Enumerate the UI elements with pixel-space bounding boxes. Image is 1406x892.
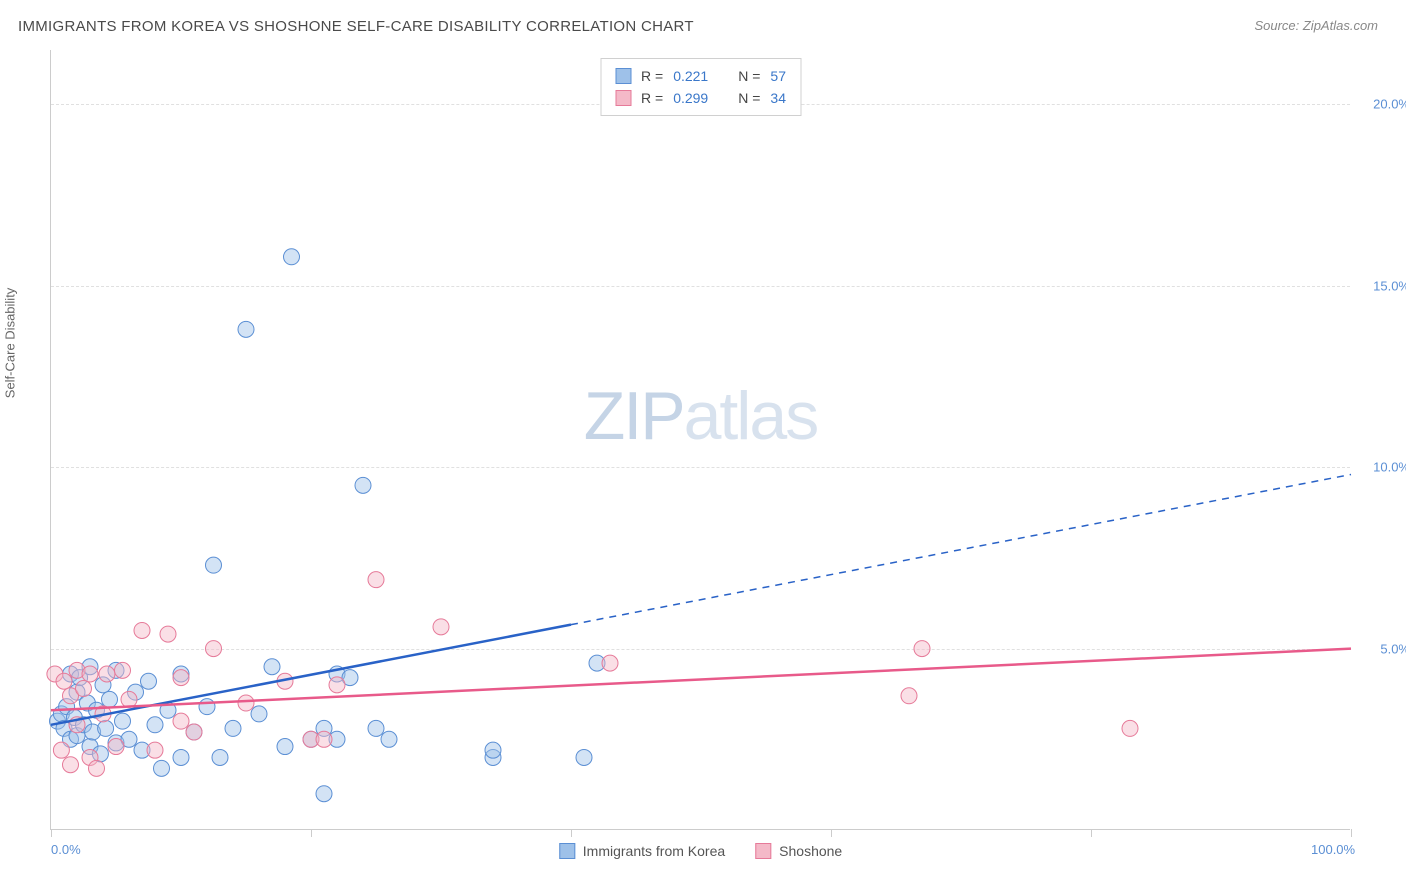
data-point bbox=[914, 641, 930, 657]
r-label: R = bbox=[641, 87, 663, 109]
x-tick bbox=[1091, 829, 1092, 837]
data-point bbox=[154, 760, 170, 776]
data-point bbox=[102, 691, 118, 707]
data-point bbox=[115, 713, 131, 729]
n-value: 57 bbox=[770, 65, 786, 87]
legend-label: Immigrants from Korea bbox=[583, 843, 725, 859]
r-value: 0.299 bbox=[673, 87, 708, 109]
n-label: N = bbox=[738, 65, 760, 87]
trend-line-dashed bbox=[571, 474, 1351, 624]
legend-swatch bbox=[755, 843, 771, 859]
legend-label: Shoshone bbox=[779, 843, 842, 859]
x-tick bbox=[311, 829, 312, 837]
data-point bbox=[602, 655, 618, 671]
x-tick bbox=[51, 829, 52, 837]
y-tick-label: 15.0% bbox=[1373, 278, 1406, 293]
data-point bbox=[121, 691, 137, 707]
n-value: 34 bbox=[770, 87, 786, 109]
x-tick-label: 100.0% bbox=[1311, 842, 1355, 857]
n-label: N = bbox=[738, 87, 760, 109]
y-tick-label: 5.0% bbox=[1380, 641, 1406, 656]
data-point bbox=[63, 757, 79, 773]
legend-stat-row: R = 0.221 N = 57 bbox=[615, 65, 786, 87]
data-point bbox=[99, 666, 115, 682]
data-point bbox=[108, 739, 124, 755]
data-point bbox=[173, 670, 189, 686]
data-point bbox=[160, 626, 176, 642]
legend-swatch bbox=[615, 90, 631, 106]
legend-item: Shoshone bbox=[755, 843, 842, 859]
legend-swatch bbox=[615, 68, 631, 84]
data-point bbox=[199, 699, 215, 715]
data-point bbox=[277, 739, 293, 755]
data-point bbox=[115, 662, 131, 678]
data-point bbox=[56, 673, 72, 689]
data-point bbox=[76, 681, 92, 697]
legend-item: Immigrants from Korea bbox=[559, 843, 725, 859]
data-point bbox=[433, 619, 449, 635]
data-point bbox=[238, 321, 254, 337]
data-point bbox=[134, 622, 150, 638]
data-point bbox=[355, 477, 371, 493]
data-point bbox=[485, 742, 501, 758]
data-point bbox=[329, 677, 345, 693]
data-point bbox=[225, 720, 241, 736]
data-point bbox=[316, 731, 332, 747]
legend-swatch bbox=[559, 843, 575, 859]
data-point bbox=[147, 717, 163, 733]
y-axis-label: Self-Care Disability bbox=[3, 288, 18, 399]
plot-area: ZIPatlas 5.0%10.0%15.0%20.0% 0.0%100.0% … bbox=[50, 50, 1350, 830]
data-point bbox=[576, 749, 592, 765]
data-point bbox=[901, 688, 917, 704]
data-point bbox=[368, 572, 384, 588]
x-tick-label: 0.0% bbox=[51, 842, 81, 857]
data-point bbox=[284, 249, 300, 265]
data-point bbox=[89, 760, 105, 776]
data-point bbox=[53, 742, 69, 758]
x-tick bbox=[571, 829, 572, 837]
data-point bbox=[141, 673, 157, 689]
data-point bbox=[206, 641, 222, 657]
data-point bbox=[316, 786, 332, 802]
data-point bbox=[186, 724, 202, 740]
r-label: R = bbox=[641, 65, 663, 87]
legend-stat-row: R = 0.299 N = 34 bbox=[615, 87, 786, 109]
data-point bbox=[173, 713, 189, 729]
data-point bbox=[1122, 720, 1138, 736]
chart-title: IMMIGRANTS FROM KOREA VS SHOSHONE SELF-C… bbox=[18, 18, 694, 35]
r-value: 0.221 bbox=[673, 65, 708, 87]
data-point bbox=[251, 706, 267, 722]
data-point bbox=[147, 742, 163, 758]
data-point bbox=[381, 731, 397, 747]
y-tick-label: 10.0% bbox=[1373, 460, 1406, 475]
x-tick bbox=[831, 829, 832, 837]
x-tick bbox=[1351, 829, 1352, 837]
trend-line-solid bbox=[51, 649, 1351, 711]
legend-series: Immigrants from Korea Shoshone bbox=[559, 843, 842, 859]
legend-stats: R = 0.221 N = 57 R = 0.299 N = 34 bbox=[600, 58, 801, 116]
scatter-svg bbox=[51, 50, 1350, 829]
data-point bbox=[238, 695, 254, 711]
data-point bbox=[206, 557, 222, 573]
data-point bbox=[98, 720, 114, 736]
source-attribution: Source: ZipAtlas.com bbox=[1254, 18, 1378, 33]
data-point bbox=[82, 666, 98, 682]
chart-container: IMMIGRANTS FROM KOREA VS SHOSHONE SELF-C… bbox=[0, 0, 1406, 892]
data-point bbox=[173, 749, 189, 765]
data-point bbox=[368, 720, 384, 736]
data-point bbox=[264, 659, 280, 675]
y-tick-label: 20.0% bbox=[1373, 97, 1406, 112]
data-point bbox=[212, 749, 228, 765]
